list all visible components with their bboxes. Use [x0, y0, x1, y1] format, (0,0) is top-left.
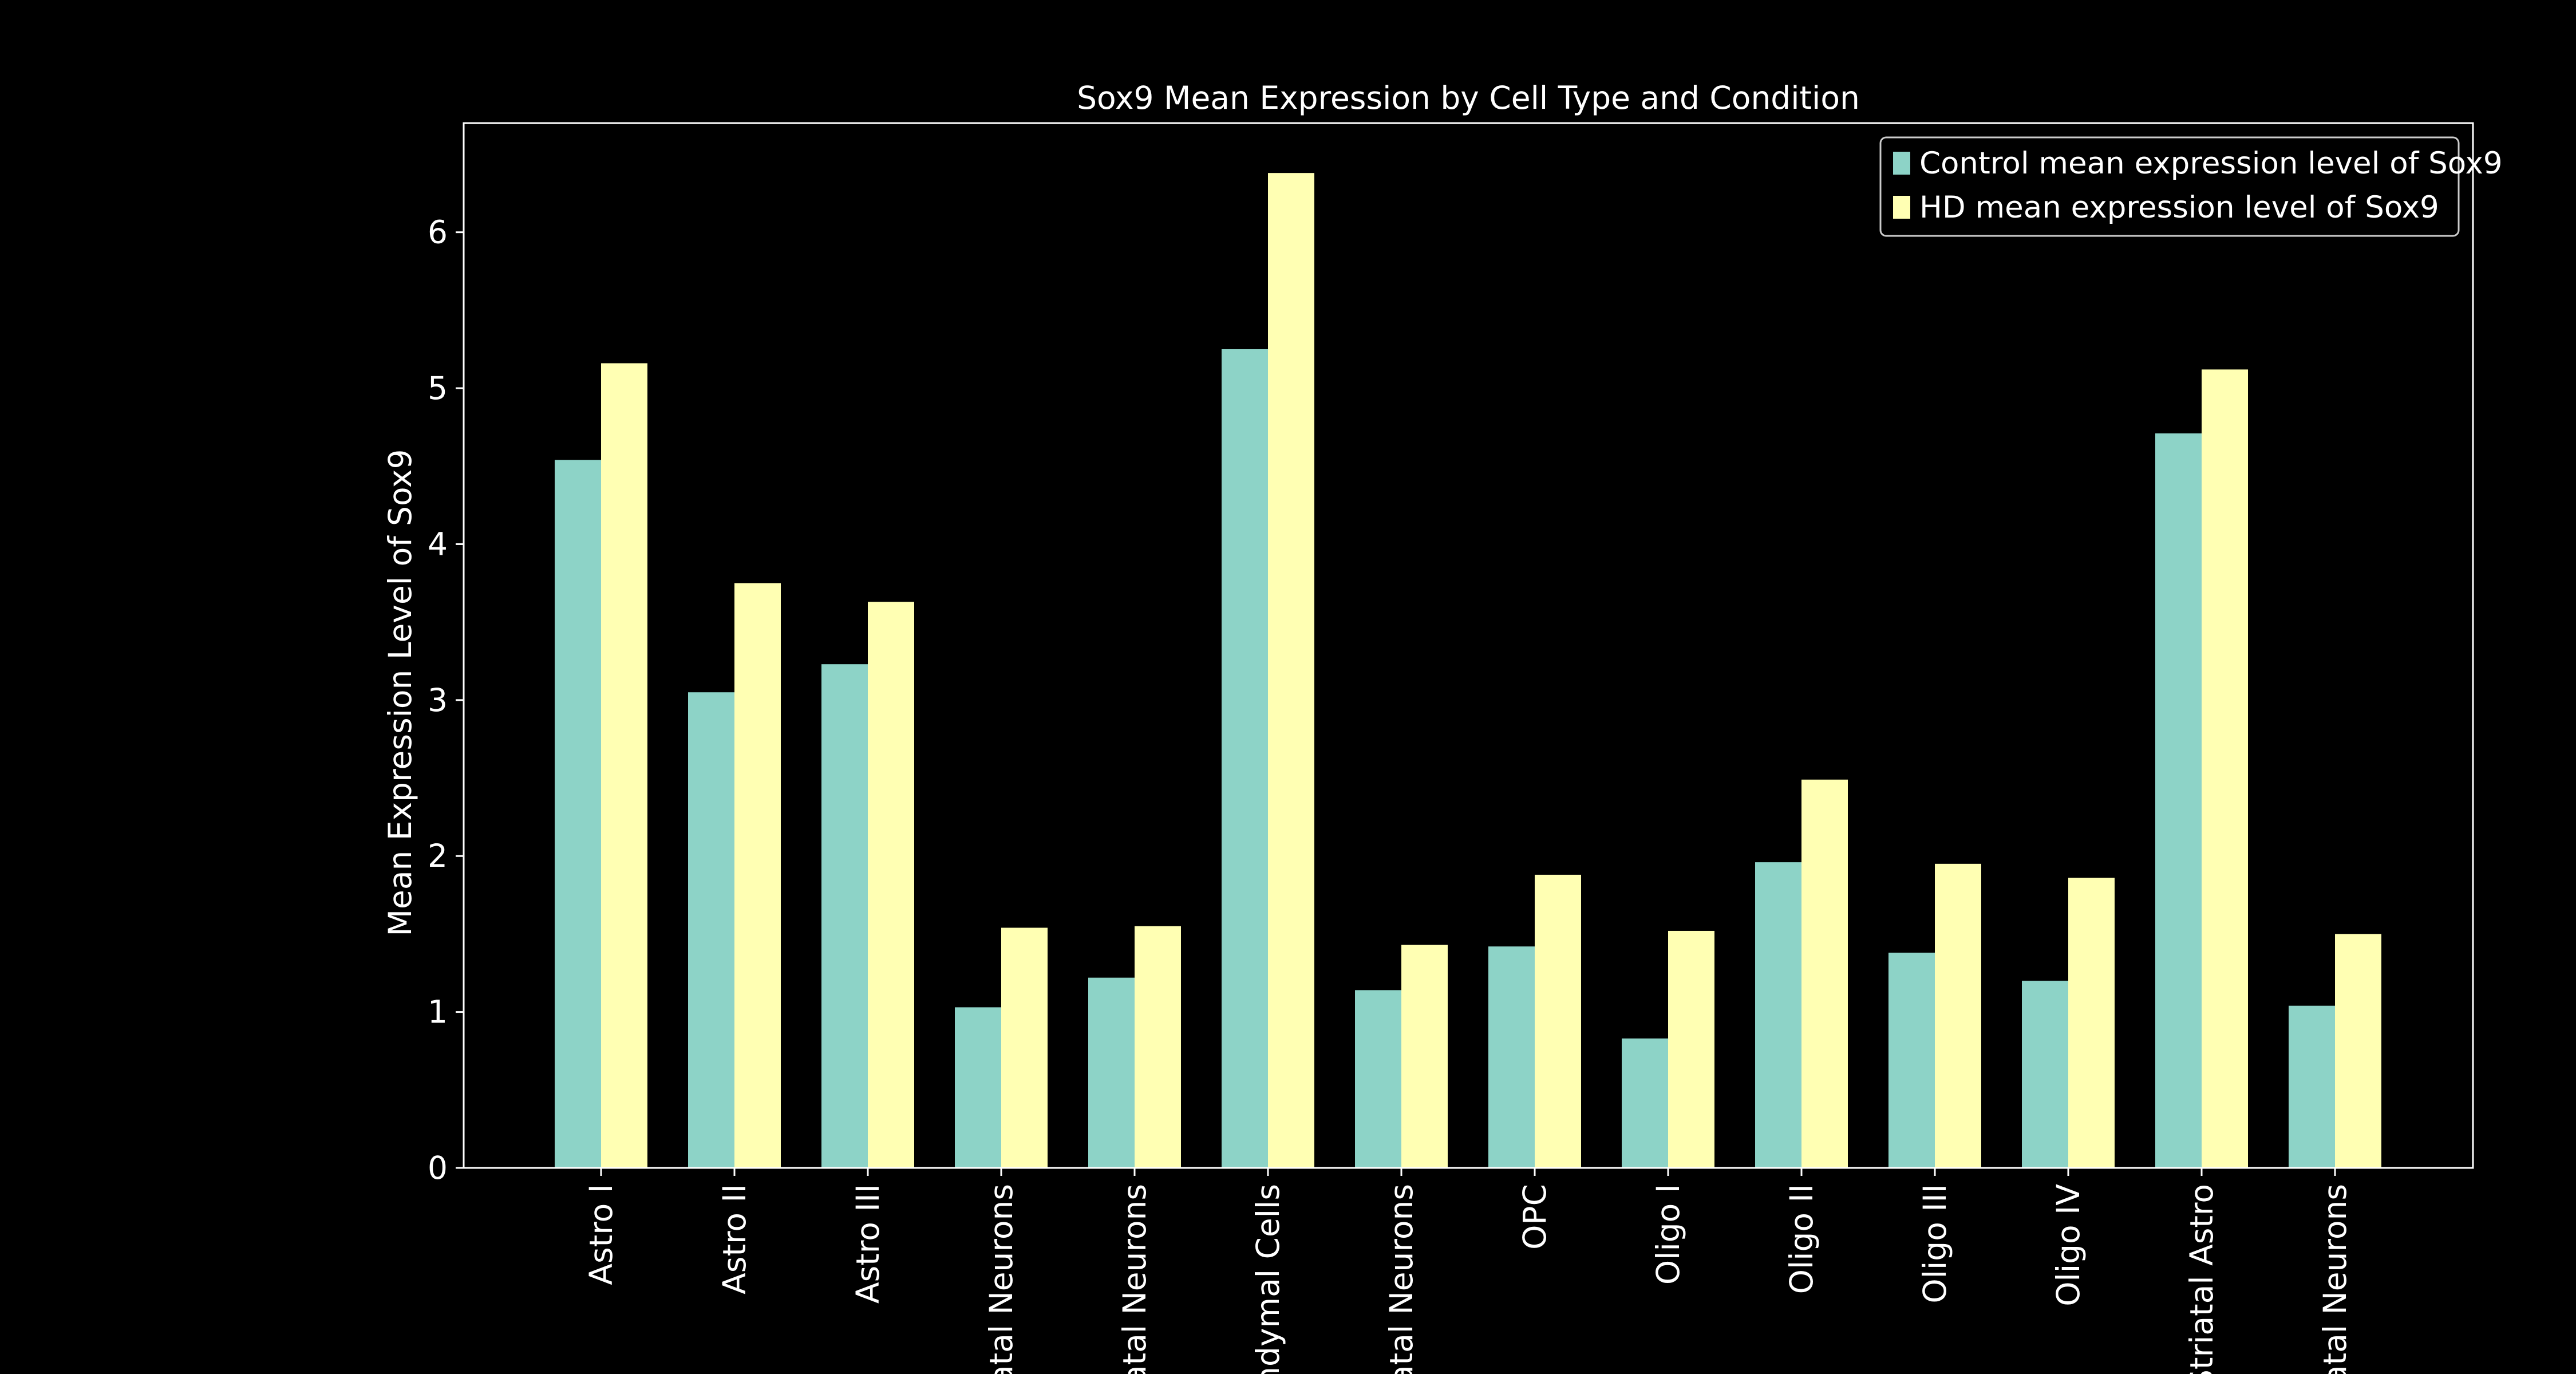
x-tick-label-5: ndymal Cells [1250, 1184, 1286, 1374]
y-axis-label: Mean Expression Level of Sox9 [382, 449, 418, 937]
y-tick-label-6: 6 [428, 214, 448, 251]
legend-swatch-control [1893, 152, 1910, 175]
x-tick-label-9: Oligo II [1783, 1184, 1820, 1294]
x-tick-label-6: atal Neurons [1383, 1184, 1420, 1374]
y-tick-label-0: 0 [428, 1150, 448, 1186]
x-axis-ticks: Astro I Astro II Astro III atal Neurons atal… [583, 1168, 2353, 1374]
bar-hd-6 [1401, 945, 1448, 1168]
bar-hd-3 [1001, 927, 1048, 1168]
bar-control-0 [555, 460, 601, 1168]
bar-control-9 [1755, 862, 1801, 1168]
x-tick-label-4: atal Neurons [1116, 1184, 1153, 1374]
y-tick-label-2: 2 [428, 838, 448, 874]
bar-control-5 [1222, 349, 1268, 1168]
bar-control-12 [2155, 433, 2202, 1168]
y-axis-ticks: 0 1 2 3 4 5 6 [428, 214, 464, 1186]
bar-hd-7 [1535, 874, 1581, 1168]
bar-hd-10 [1935, 863, 1981, 1168]
bar-control-8 [1622, 1038, 1668, 1168]
bar-hd-0 [601, 363, 647, 1168]
legend-swatch-hd [1893, 196, 1910, 219]
legend-box [1879, 136, 2460, 237]
x-tick-label-1: Astro II [716, 1184, 753, 1294]
x-tick-label-12: Striatal Astro [2183, 1184, 2220, 1374]
bar-control-4 [1088, 977, 1135, 1168]
bar-hd-8 [1668, 930, 1714, 1168]
chart-title: Sox9 Mean Expression by Cell Type and Co… [1077, 80, 1860, 116]
bars-group [555, 173, 2381, 1168]
bar-hd-9 [1801, 779, 1848, 1168]
legend: Control mean expression level of Sox9 HD… [1879, 136, 2503, 237]
bar-control-3 [955, 1007, 1001, 1168]
y-tick-label-3: 3 [428, 682, 448, 718]
x-tick-label-0: Astro I [583, 1184, 619, 1285]
x-tick-label-13: atal Neurons [2317, 1184, 2353, 1374]
bar-hd-12 [2202, 369, 2248, 1168]
bar-control-13 [2289, 1005, 2335, 1168]
bar-hd-11 [2068, 878, 2115, 1168]
bar-control-6 [1355, 990, 1401, 1168]
bar-control-7 [1488, 946, 1535, 1168]
bar-hd-4 [1135, 926, 1181, 1168]
x-tick-label-11: Oligo IV [2050, 1184, 2087, 1306]
plot-frame [463, 122, 2474, 1169]
y-tick-label-1: 1 [428, 994, 448, 1030]
legend-label-control: Control mean expression level of Sox9 [1919, 146, 2503, 181]
legend-label-hd: HD mean expression level of Sox9 [1919, 190, 2439, 225]
x-tick-label-8: Oligo I [1650, 1184, 1686, 1285]
x-tick-label-10: Oligo III [1917, 1184, 1953, 1304]
y-tick-label-5: 5 [428, 370, 448, 406]
y-tick-label-4: 4 [428, 526, 448, 562]
bar-hd-2 [868, 602, 914, 1168]
bar-control-11 [2022, 981, 2068, 1168]
bar-hd-5 [1268, 173, 1314, 1168]
bar-control-1 [688, 692, 734, 1168]
bar-control-10 [1888, 953, 1935, 1168]
bar-hd-1 [734, 583, 781, 1168]
bar-hd-13 [2335, 934, 2381, 1168]
x-tick-label-7: OPC [1516, 1184, 1553, 1250]
bar-control-2 [821, 664, 868, 1168]
x-tick-label-2: Astro III [850, 1184, 886, 1304]
x-tick-label-3: atal Neurons [983, 1184, 1020, 1374]
